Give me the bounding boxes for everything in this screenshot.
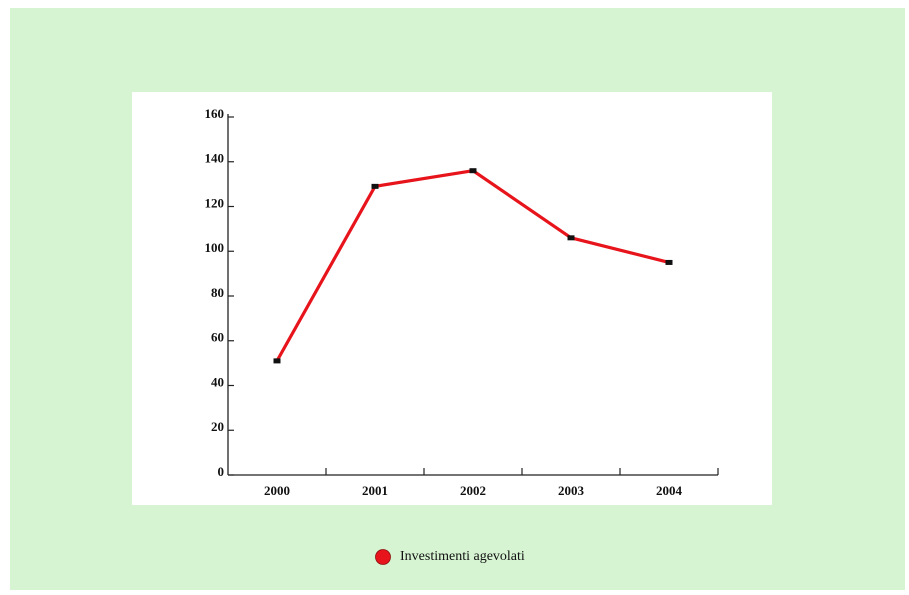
- x-tick-label: 2003: [558, 483, 585, 498]
- x-tick-label: 2004: [656, 483, 683, 498]
- y-tick-label: 60: [211, 330, 224, 345]
- plot-panel: [132, 92, 772, 505]
- legend-label: Investimenti agevolati: [400, 549, 525, 564]
- y-tick-label: 140: [205, 151, 225, 166]
- x-tick-label: 2002: [460, 483, 486, 498]
- point-marker: [469, 168, 477, 174]
- y-tick-label: 0: [218, 464, 225, 479]
- legend-swatch: [375, 549, 391, 565]
- x-tick-label: 2001: [362, 483, 388, 498]
- y-tick-label: 100: [205, 240, 225, 255]
- y-tick-label: 20: [211, 419, 224, 434]
- y-tick-label: 160: [205, 106, 225, 121]
- y-tick-label: 40: [211, 374, 224, 389]
- x-tick-label: 2000: [264, 483, 290, 498]
- point-marker: [567, 235, 575, 241]
- point-marker: [273, 358, 281, 364]
- y-tick-label: 120: [205, 195, 225, 210]
- point-marker: [371, 183, 379, 189]
- point-marker: [665, 259, 673, 265]
- y-tick-label: 80: [211, 285, 224, 300]
